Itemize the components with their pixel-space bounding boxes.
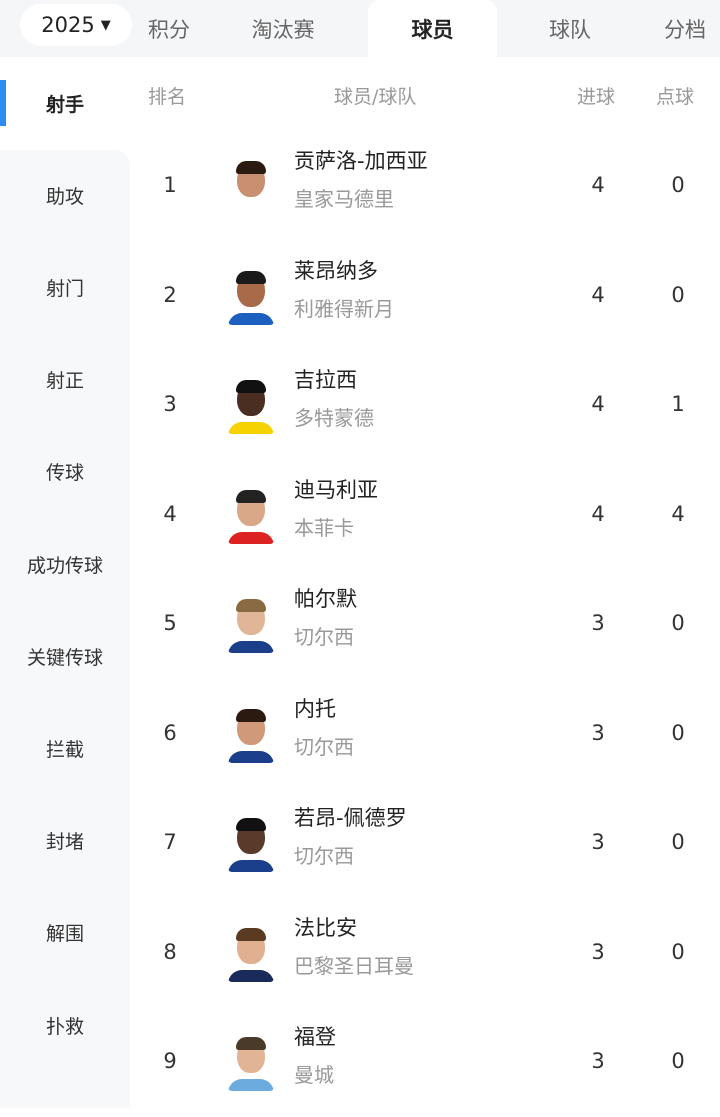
team-name[interactable]: 巴黎圣日耳曼 [294, 953, 414, 978]
sidebar-item[interactable]: 封堵 [45, 831, 84, 854]
year-value: 2025 [41, 13, 95, 37]
player-avatar [228, 926, 274, 982]
table-row[interactable]: 8 法比安 巴黎圣日耳曼 3 0 [130, 898, 720, 1008]
player-avatar [228, 488, 274, 544]
goals: 4 [591, 392, 605, 416]
goals: 3 [591, 830, 605, 854]
player-name[interactable]: 迪马利亚 [294, 477, 378, 502]
player-name[interactable]: 莱昂纳多 [294, 258, 378, 283]
sidebar-item[interactable]: 关键传球 [26, 646, 103, 669]
table-row[interactable]: 3 吉拉西 多特蒙德 4 1 [130, 350, 720, 460]
team-name[interactable]: 曼城 [294, 1063, 334, 1087]
goals: 3 [591, 1049, 605, 1073]
header-player-team: 球员/球队 [334, 86, 417, 108]
table-row[interactable]: 6 内托 切尔西 3 0 [130, 679, 720, 789]
table-row[interactable]: 7 若昂-佩德罗 切尔西 3 0 [130, 788, 720, 898]
tab-players[interactable]: 球员 [368, 0, 497, 57]
player-name[interactable]: 贡萨洛-加西亚 [294, 149, 428, 173]
rank: 3 [163, 392, 177, 416]
player-name[interactable]: 若昂-佩德罗 [294, 806, 407, 830]
penalties: 0 [671, 611, 685, 635]
sidebar-item[interactable]: 助攻 [45, 185, 84, 208]
player-avatar [228, 378, 274, 434]
year-selector[interactable]: 2025 ▼ [20, 4, 132, 46]
player-avatar [228, 1035, 274, 1091]
player-name[interactable]: 吉拉西 [294, 368, 357, 392]
header-rank: 排名 [148, 86, 187, 108]
rank: 9 [163, 1049, 177, 1073]
team-name[interactable]: 切尔西 [294, 734, 354, 759]
team-name[interactable]: 多特蒙德 [294, 406, 374, 430]
sidebar-item[interactable]: 射正 [45, 370, 84, 393]
rank: 5 [163, 611, 177, 635]
player-name[interactable]: 法比安 [294, 915, 357, 940]
penalties: 0 [671, 720, 685, 745]
rank: 6 [163, 720, 177, 745]
caret-down-icon: ▼ [100, 17, 111, 33]
sidebar-item[interactable]: 射手 [45, 93, 84, 116]
rank: 7 [163, 830, 177, 854]
team-name[interactable]: 利雅得新月 [294, 296, 394, 321]
penalties: 0 [671, 282, 685, 307]
tab-pots[interactable]: 分档 [664, 17, 706, 42]
rank: 2 [163, 282, 177, 307]
sidebar-item[interactable]: 解围 [45, 923, 84, 946]
tab-knockout[interactable]: 淘汰赛 [251, 17, 315, 42]
goals: 4 [591, 173, 605, 197]
penalties: 0 [671, 173, 685, 197]
active-indicator [0, 80, 6, 126]
table-row[interactable]: 4 迪马利亚 本菲卡 4 4 [130, 460, 720, 570]
player-name[interactable]: 福登 [294, 1025, 336, 1049]
player-avatar [228, 816, 274, 872]
table-row[interactable]: 2 莱昂纳多 利雅得新月 4 0 [130, 241, 720, 351]
top-tab-bar: 2025 ▼ 积分 淘汰赛 球员 球队 分档 [0, 0, 720, 57]
rank: 8 [163, 939, 177, 964]
goals: 4 [591, 282, 605, 307]
penalties: 4 [671, 501, 685, 526]
sidebar-item[interactable]: 传球 [45, 462, 84, 485]
sidebar-item[interactable]: 扑救 [45, 1015, 84, 1038]
table-row[interactable]: 1 贡萨洛-加西亚 皇家马德里 4 0 [130, 131, 720, 241]
team-name[interactable]: 切尔西 [294, 844, 354, 868]
sidebar-item[interactable]: 拦截 [45, 738, 84, 761]
goals: 4 [591, 501, 605, 526]
header-penalties: 点球 [656, 86, 695, 108]
penalties: 1 [671, 392, 685, 416]
sidebar-item[interactable]: 成功传球 [26, 554, 103, 577]
player-avatar [228, 159, 274, 215]
sidebar-background [0, 150, 130, 1108]
tab-teams[interactable]: 球队 [549, 17, 591, 42]
team-name[interactable]: 皇家马德里 [294, 187, 394, 211]
header-goals: 进球 [577, 86, 616, 108]
rank: 4 [163, 501, 177, 526]
penalties: 0 [671, 830, 685, 854]
player-avatar [228, 597, 274, 653]
goals: 3 [591, 611, 605, 635]
player-name[interactable]: 帕尔默 [294, 587, 357, 611]
penalties: 0 [671, 939, 685, 964]
sidebar-item[interactable]: 射门 [45, 277, 84, 300]
player-name[interactable]: 内托 [294, 696, 336, 721]
goals: 3 [591, 939, 605, 964]
table-row[interactable]: 5 帕尔默 切尔西 3 0 [130, 569, 720, 679]
tab-standings[interactable]: 积分 [148, 17, 190, 42]
player-avatar [228, 707, 274, 763]
team-name[interactable]: 本菲卡 [294, 515, 354, 540]
goals: 3 [591, 720, 605, 745]
rank: 1 [163, 173, 177, 197]
penalties: 0 [671, 1049, 685, 1073]
team-name[interactable]: 切尔西 [294, 625, 354, 649]
table-row[interactable]: 9 福登 曼城 3 0 [130, 1007, 720, 1117]
player-avatar [228, 269, 274, 325]
